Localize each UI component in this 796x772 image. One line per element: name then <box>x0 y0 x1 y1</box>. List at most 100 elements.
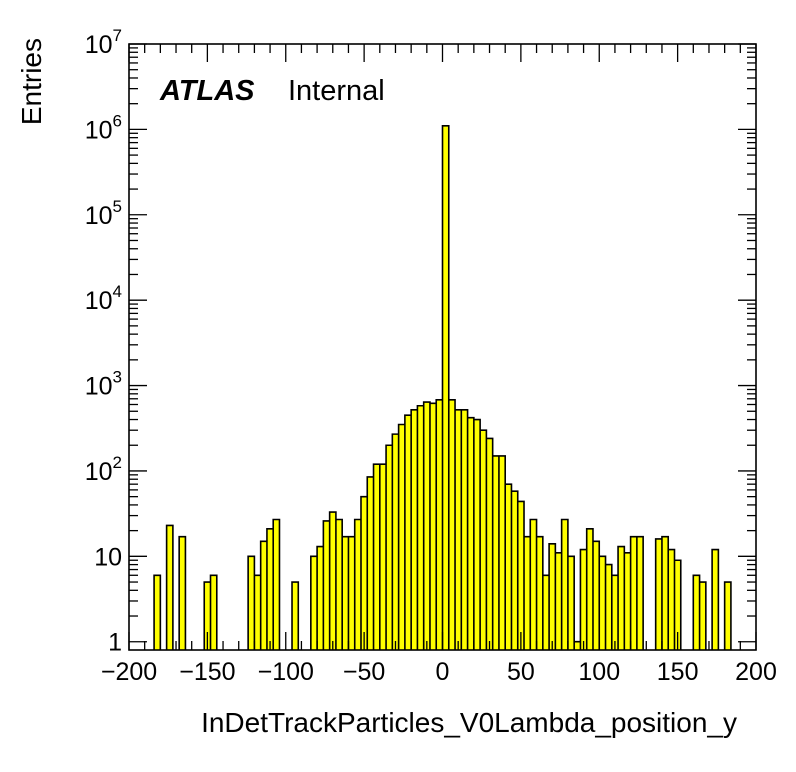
histogram-bin <box>530 519 537 650</box>
y-tick-label: 10 <box>94 543 122 571</box>
histogram-bin <box>379 464 387 650</box>
histogram-bin <box>423 402 430 650</box>
histogram-bin <box>536 536 543 650</box>
histogram-bin <box>724 582 731 650</box>
x-tick-label: 0 <box>436 658 450 686</box>
y-tick-label: 107 <box>85 26 122 59</box>
histogram-bin <box>342 536 349 650</box>
x-tick-label: −200 <box>101 658 157 686</box>
histogram-bin <box>179 536 186 650</box>
y-tick-label: 1 <box>108 629 122 657</box>
histogram-bars <box>154 125 731 650</box>
histogram-bin <box>360 496 368 650</box>
histogram-bin <box>712 549 719 650</box>
histogram-bin <box>448 399 456 650</box>
histogram-bin <box>555 552 562 650</box>
histogram-bin <box>310 556 318 650</box>
histogram-bin <box>417 405 424 650</box>
histogram-bin <box>455 409 462 650</box>
histogram-bin <box>292 582 299 650</box>
histogram-bin <box>467 417 474 650</box>
x-axis-title: InDetTrackParticles_V0Lambda_position_y <box>201 707 737 738</box>
histogram-bin <box>624 552 631 650</box>
histogram-bin <box>248 556 255 650</box>
histogram-bin <box>517 501 525 650</box>
histogram-bin <box>636 536 644 650</box>
histogram-bin <box>574 641 581 650</box>
histogram-bin <box>605 564 612 650</box>
plot-frame <box>128 43 757 651</box>
histogram-bin <box>661 536 669 650</box>
histogram-bin <box>317 546 324 650</box>
histogram-bin <box>492 455 499 650</box>
histogram-bin <box>611 575 619 650</box>
histogram-bin <box>674 560 681 650</box>
x-tick-label: 50 <box>507 658 535 686</box>
histogram-bin <box>210 575 217 650</box>
histogram-bin <box>392 434 399 650</box>
x-tick-label: 200 <box>735 658 777 686</box>
histogram-outline <box>153 125 732 650</box>
histogram-bin <box>411 409 418 650</box>
histogram-bin <box>260 541 267 650</box>
histogram-bin <box>486 438 493 650</box>
histogram-bin <box>693 575 700 650</box>
histogram-bin <box>273 519 280 650</box>
histogram-bin <box>254 575 261 650</box>
histogram-bin <box>668 549 675 650</box>
histogram-bin <box>335 519 343 650</box>
x-tick-label: −100 <box>258 658 314 686</box>
histogram-bin <box>398 424 405 650</box>
y-tick-label: 104 <box>85 282 122 315</box>
histogram-bin <box>542 575 550 650</box>
y-tick-label: 103 <box>85 368 122 401</box>
histogram-bin <box>429 403 437 650</box>
histogram-bin <box>586 528 593 650</box>
internal-label: Internal <box>288 75 385 107</box>
histogram-bin <box>323 520 330 650</box>
histogram-bin <box>524 536 531 650</box>
histogram-bin <box>655 538 662 650</box>
histogram-bin <box>505 484 512 650</box>
histogram-bin <box>618 546 625 650</box>
x-tick-label: −150 <box>179 658 235 686</box>
histogram-bin <box>630 536 637 650</box>
histogram-bin <box>511 491 518 650</box>
x-tick-label: 100 <box>578 658 620 686</box>
histogram-bin <box>599 556 606 650</box>
histogram-bin <box>154 575 161 650</box>
histogram-bin <box>498 455 506 650</box>
histogram-bin <box>204 582 211 650</box>
histogram-bin <box>699 582 706 650</box>
histogram-bin <box>480 430 487 650</box>
histogram-bin <box>442 125 449 650</box>
histogram-bin <box>473 419 481 650</box>
histogram-bin <box>367 476 374 650</box>
histogram-bin <box>436 399 443 650</box>
y-axis-title: Entries <box>16 38 47 125</box>
histogram-bin <box>404 415 412 650</box>
y-tick-label: 106 <box>85 111 122 144</box>
x-tick-label: −50 <box>343 658 385 686</box>
histogram-bin <box>373 464 380 650</box>
histogram-bin <box>592 541 600 650</box>
histogram-bin <box>580 549 587 650</box>
histogram-bin <box>166 525 173 650</box>
histogram-bin <box>561 519 568 650</box>
histogram-bin <box>567 556 575 650</box>
histogram-bin <box>348 536 355 650</box>
axis-ticks <box>128 43 757 650</box>
y-tick-label: 105 <box>85 197 122 230</box>
histogram-bin <box>354 519 361 650</box>
x-tick-labels: −200 −150 −100 −50 0 50 100 150 200 <box>101 658 777 686</box>
histogram-bin <box>266 528 274 650</box>
y-tick-label: 102 <box>85 453 122 486</box>
histogram-bin <box>461 409 468 650</box>
y-tick-labels: 1 10 102 103 104 105 106 107 <box>85 26 122 657</box>
histogram-bin <box>549 543 556 650</box>
x-tick-label: 150 <box>657 658 699 686</box>
histogram-bin <box>386 445 393 650</box>
histogram-bin <box>329 512 336 650</box>
atlas-label: ATLAS <box>159 75 255 107</box>
